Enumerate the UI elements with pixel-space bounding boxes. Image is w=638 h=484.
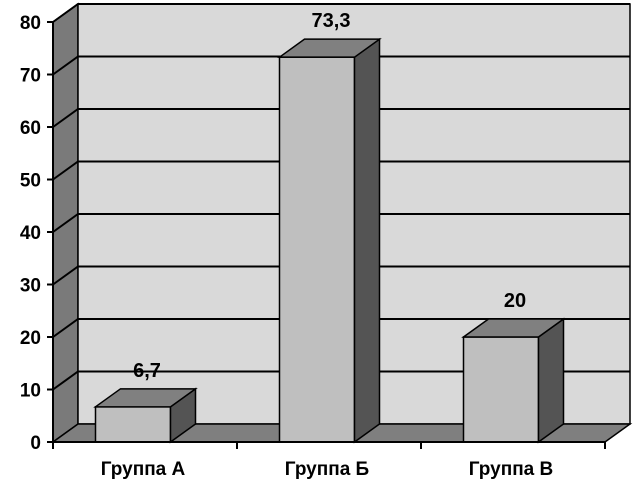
gridlines: [52, 3, 630, 391]
data-label: 20: [504, 290, 526, 312]
y-tick-label: 0: [30, 433, 41, 454]
bar-front: [462, 336, 540, 443]
labels: 6,7 Группа А 73,3 Группа Б 20 Группа В: [101, 10, 554, 480]
y-tick-label: 80: [20, 13, 41, 34]
x-category-label: Группа Б: [285, 459, 369, 480]
y-tick-label: 10: [20, 381, 41, 402]
bar-side: [537, 317, 565, 444]
bar-top: [461, 318, 566, 338]
bar-side: [353, 37, 381, 444]
gridline: [52, 213, 630, 233]
gridline: [52, 160, 630, 181]
bars: [93, 37, 566, 444]
gridline: [52, 265, 630, 286]
data-label: 6,7: [133, 360, 161, 382]
bar: [277, 37, 382, 444]
gridline: [52, 55, 630, 76]
y-tick-label: 50: [20, 171, 41, 192]
y-tick-label: 20: [20, 328, 41, 349]
gridline: [52, 108, 630, 128]
x-category-label: Группа В: [469, 459, 554, 480]
bar: [461, 317, 566, 444]
bar: [93, 387, 198, 444]
bar-front: [94, 406, 172, 443]
y-tick-label: 60: [20, 118, 41, 139]
y-tick-label: 70: [20, 66, 41, 87]
y-axis: 0 10 20 30 40 50 60 70 80: [20, 13, 606, 454]
y-tick-label: 30: [20, 276, 41, 297]
x-category-label: Группа А: [101, 459, 186, 480]
gridline: [52, 318, 630, 338]
y-tick-label: 40: [20, 223, 41, 244]
data-label: 73,3: [312, 10, 351, 32]
bar-front: [278, 56, 356, 443]
bar-top: [93, 388, 198, 408]
gridline: [52, 3, 630, 23]
gridline: [52, 370, 630, 391]
bar-top: [277, 38, 382, 58]
